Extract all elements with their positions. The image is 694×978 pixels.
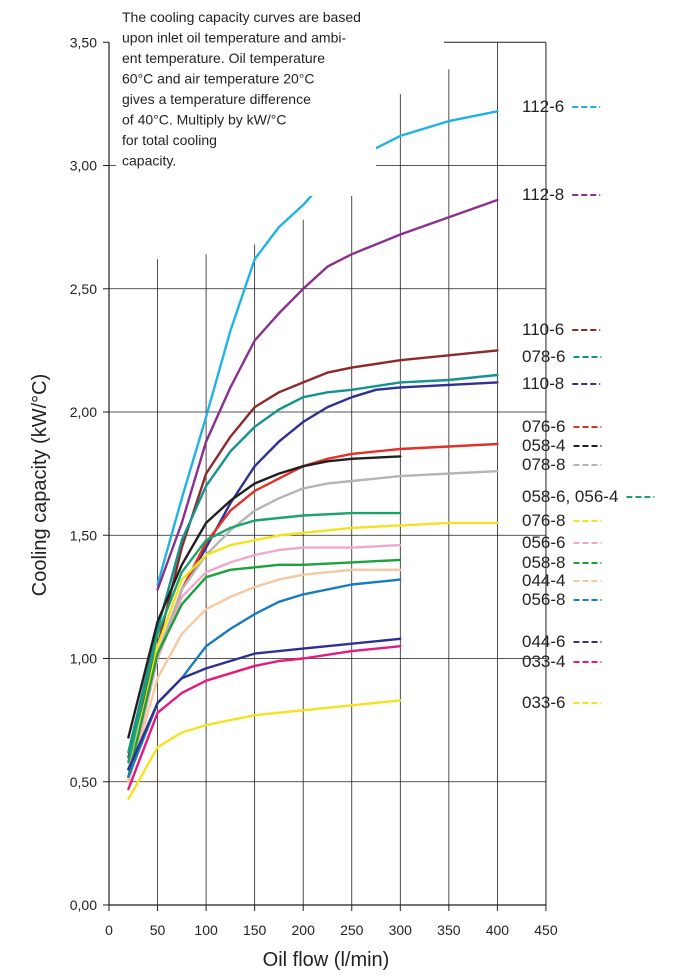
legend: 112-6 112-8 110-6 078-6 110-8 076-6058-4078-8… [522,97,655,712]
series-line [127,637,402,771]
x-tick-label: 0 [105,922,113,938]
legend-label: 110-6 [522,320,564,339]
y-tick-label: 1,50 [70,527,97,543]
note-line: ent temperature. Oil temperature [122,50,325,66]
legend-label: 078-8 [522,455,565,474]
legend-label: 044-4 [522,571,565,590]
series-line [156,110,499,586]
annotation-note: The cooling capacity curves are based upo… [116,6,376,196]
x-tick-label: 200 [292,922,316,938]
x-tick-label: 450 [534,922,558,938]
y-tick-label: 3,00 [70,158,97,174]
y-tick-label: 3,50 [70,34,97,50]
x-tick-label: 100 [194,922,218,938]
note-line: of 40°C. Multiply by kW/°C [122,112,286,128]
legend-label: 076-6 [522,417,565,436]
y-tick-label: 0,00 [70,897,97,913]
series-line [127,521,499,778]
series-line [127,645,402,791]
x-tick-label: 350 [437,922,461,938]
x-tick-label: 400 [486,922,510,938]
note-line: capacity. [122,153,176,169]
series-lines [127,110,499,801]
series-line [127,558,402,778]
note-line: 60°C and air temperature 20°C [122,71,315,87]
axes [103,41,547,911]
y-axis-title: Cooling capacity (kW/°C) [29,374,51,597]
tick-labels: 0 50 100 150 200 250 300 350 400 450 0,00 0,50 1,00 1… [70,34,558,938]
series-line [127,455,402,739]
legend-label: 110-8 [522,374,564,393]
legend-label: 112-8 [522,185,564,204]
legend-label: 078-6 [522,347,565,366]
series-line [127,373,499,754]
y-tick-label: 0,50 [70,774,97,790]
legend-label: 058-8 [522,553,565,572]
legend-label: 112-6 [522,97,564,116]
legend-label: 033-6 [522,693,565,712]
series-line [127,349,499,759]
series-line [127,568,402,783]
y-tick-label: 1,00 [70,651,97,667]
series-line [127,470,499,771]
note-line: upon inlet oil temperature and ambi- [122,30,346,46]
note-background [116,6,376,196]
series-line [127,511,402,764]
x-tick-label: 50 [150,922,166,938]
legend-label: 044-6 [522,632,565,651]
legend-label: 058-6, 056-4 [522,487,618,506]
legend-label: 056-8 [522,590,565,609]
series-line [127,699,402,801]
legend-label: 056-6 [522,533,565,552]
legend-label: 033-4 [522,652,565,671]
legend-label: 058-4 [522,436,565,455]
x-tick-label: 300 [389,922,413,938]
x-tick-label: 150 [243,922,267,938]
y-tick-label: 2,50 [70,281,97,297]
series-line [127,381,499,771]
x-tick-label: 250 [340,922,364,938]
series-line [156,198,499,591]
note-line: for total cooling [122,132,217,148]
legend-label: 076-8 [522,511,565,530]
note-line: gives a temperature difference [122,91,311,107]
series-line [127,578,402,778]
y-tick-label: 2,00 [70,404,97,420]
note-line: The cooling capacity curves are based [122,9,361,25]
x-axis-title: Oil flow (l/min) [263,949,390,971]
